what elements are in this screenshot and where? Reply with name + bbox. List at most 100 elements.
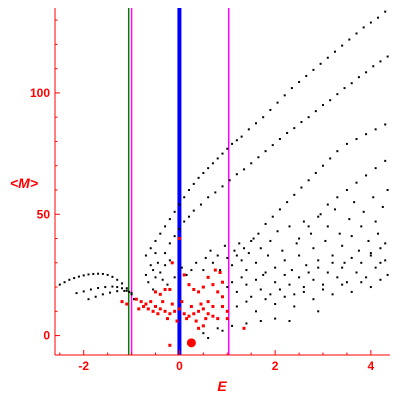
point-0-235 (331, 261, 334, 264)
point-0-28 (94, 295, 97, 298)
point-1-46 (177, 237, 181, 241)
point-0-145 (152, 288, 155, 291)
point-0-97 (293, 127, 296, 130)
point-1-2 (144, 302, 148, 306)
point-0-2 (68, 278, 71, 281)
point-0-141 (154, 252, 157, 255)
point-0-237 (341, 266, 344, 269)
point-0-46 (202, 172, 205, 175)
point-0-268 (259, 320, 262, 323)
point-1-3 (149, 300, 153, 304)
point-0-1 (63, 281, 66, 284)
point-1-61 (221, 295, 224, 299)
point-0-160 (211, 261, 214, 264)
point-0-245 (379, 247, 382, 250)
point-0-150 (161, 278, 164, 281)
point-1-38 (197, 290, 201, 294)
point-0-222 (269, 293, 272, 296)
point-1-56 (225, 317, 229, 321)
point-0-246 (384, 259, 387, 262)
point-0-130 (384, 123, 387, 126)
point-0-134 (326, 203, 329, 206)
point-0-266 (231, 324, 234, 327)
point-0-96 (286, 131, 289, 134)
point-1-15 (206, 312, 210, 316)
point-0-199 (350, 235, 353, 238)
point-0-27 (87, 298, 90, 301)
point-0-94 (271, 144, 274, 147)
point-0-98 (300, 121, 303, 124)
point-0-208 (377, 232, 380, 235)
point-0-51 (226, 147, 229, 150)
point-0-211 (384, 242, 387, 245)
point-0-244 (374, 266, 377, 269)
point-1-43 (221, 280, 224, 284)
point-0-92 (257, 156, 260, 159)
point-0-191 (324, 239, 327, 242)
point-0-114 (257, 232, 260, 235)
point-0-55 (247, 128, 250, 131)
point-0-121 (307, 179, 310, 182)
point-0-265 (216, 327, 219, 330)
point-0-101 (322, 104, 324, 107)
point-0-116 (271, 215, 274, 218)
point-0-49 (216, 157, 219, 160)
point-0-58 (269, 108, 272, 111)
point-0-213 (226, 286, 229, 289)
point-0-243 (369, 252, 372, 255)
point-1-14 (201, 307, 205, 311)
point-0-43 (188, 188, 190, 191)
point-0-193 (331, 254, 334, 257)
point-0-15 (130, 293, 133, 296)
point-0-274 (221, 329, 224, 332)
point-0-113 (250, 239, 253, 242)
point-0-122 (314, 172, 317, 175)
point-0-6 (87, 273, 90, 276)
point-0-23 (116, 286, 119, 289)
x-axis-label: E (217, 378, 227, 394)
point-0-70 (355, 32, 358, 35)
x-tick-label-0: -2 (78, 359, 89, 373)
point-1-53 (211, 304, 215, 308)
point-0-218 (250, 295, 253, 298)
point-0-34 (144, 254, 147, 257)
point-1-12 (192, 312, 196, 316)
point-0-220 (259, 288, 262, 291)
point-1-52 (206, 300, 210, 304)
point-1-39 (201, 285, 205, 289)
point-0-82 (188, 215, 190, 218)
point-0-259 (350, 290, 353, 293)
point-0-110 (386, 55, 389, 58)
point-0-136 (345, 188, 348, 191)
point-0-214 (231, 281, 234, 284)
point-0-178 (276, 230, 279, 233)
point-0-152 (173, 276, 176, 279)
point-0-204 (367, 239, 370, 242)
point-0-125 (336, 150, 339, 153)
point-0-8 (97, 272, 100, 275)
point-0-251 (274, 303, 277, 306)
point-0-66 (326, 56, 329, 59)
point-0-75 (152, 269, 155, 272)
point-2-0 (186, 338, 196, 348)
point-0-210 (381, 205, 384, 208)
point-0-156 (195, 261, 198, 264)
point-0-176 (269, 239, 272, 242)
point-0-209 (379, 261, 382, 264)
point-0-128 (365, 133, 368, 136)
point-0-239 (350, 256, 353, 259)
point-0-118 (286, 201, 289, 204)
point-0-108 (372, 65, 375, 68)
point-0-217 (245, 283, 248, 286)
point-0-17 (75, 292, 78, 295)
point-0-179 (281, 249, 284, 252)
axes (54, 8, 390, 356)
point-0-37 (159, 232, 162, 235)
point-1-47 (168, 287, 172, 291)
point-0-79 (173, 235, 176, 238)
point-0-12 (116, 278, 119, 281)
point-0-173 (259, 247, 262, 250)
point-1-9 (177, 307, 181, 311)
point-0-189 (317, 259, 320, 262)
